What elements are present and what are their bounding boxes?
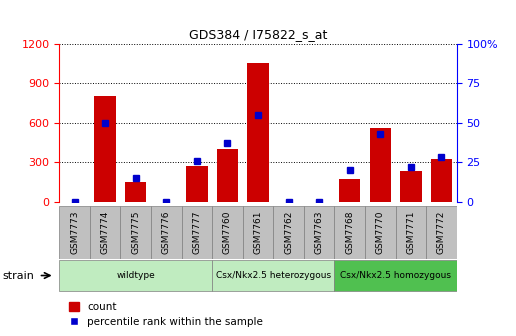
Bar [212, 206, 243, 259]
Bar [212, 260, 334, 291]
Bar [182, 206, 212, 259]
Text: Csx/Nkx2.5 heterozygous: Csx/Nkx2.5 heterozygous [216, 271, 331, 280]
Bar [339, 179, 360, 202]
Text: wildtype: wildtype [117, 271, 155, 280]
Text: GSM7770: GSM7770 [376, 211, 385, 254]
Bar [125, 182, 147, 202]
Text: GSM7777: GSM7777 [192, 211, 201, 254]
Bar [90, 206, 120, 259]
Bar [334, 260, 457, 291]
Bar [59, 260, 212, 291]
Text: GSM7763: GSM7763 [315, 211, 324, 254]
Text: Csx/Nkx2.5 homozygous: Csx/Nkx2.5 homozygous [340, 271, 451, 280]
Bar [396, 206, 426, 259]
Bar [369, 128, 391, 202]
Bar [431, 160, 452, 202]
Text: GSM7768: GSM7768 [345, 211, 354, 254]
Text: GSM7771: GSM7771 [406, 211, 415, 254]
Text: GSM7775: GSM7775 [131, 211, 140, 254]
Bar [400, 171, 422, 202]
Text: GSM7760: GSM7760 [223, 211, 232, 254]
Text: GSM7773: GSM7773 [70, 211, 79, 254]
Bar [217, 149, 238, 202]
Bar [94, 96, 116, 202]
Bar [365, 206, 396, 259]
Bar [426, 206, 457, 259]
Bar [273, 206, 304, 259]
Title: GDS384 / I75822_s_at: GDS384 / I75822_s_at [189, 28, 327, 41]
Bar [59, 206, 90, 259]
Bar [304, 206, 334, 259]
Text: GSM7774: GSM7774 [101, 211, 110, 254]
Bar [186, 166, 207, 202]
Text: GSM7776: GSM7776 [162, 211, 171, 254]
Legend: count, percentile rank within the sample: count, percentile rank within the sample [64, 298, 267, 332]
Bar [151, 206, 182, 259]
Bar [247, 64, 269, 202]
Text: GSM7761: GSM7761 [253, 211, 263, 254]
Bar [334, 206, 365, 259]
Text: strain: strain [3, 270, 35, 281]
Text: GSM7772: GSM7772 [437, 211, 446, 254]
Bar [243, 206, 273, 259]
Text: GSM7762: GSM7762 [284, 211, 293, 254]
Bar [120, 206, 151, 259]
